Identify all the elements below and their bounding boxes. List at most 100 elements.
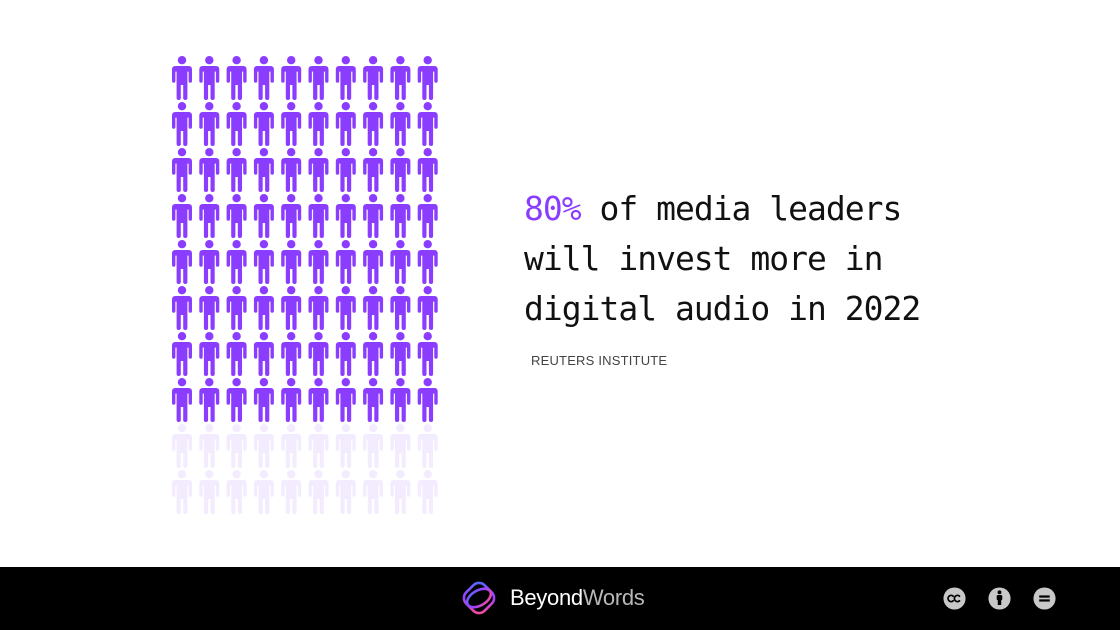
person-icon-highlighted — [308, 286, 329, 330]
person-icon-highlighted — [226, 378, 247, 422]
brand-wordmark: BeyondWords — [510, 585, 645, 611]
person-icon-highlighted — [172, 102, 192, 146]
person-icon-highlighted — [281, 378, 302, 422]
person-icon-highlighted — [417, 240, 438, 284]
attribution-icon[interactable] — [987, 586, 1012, 611]
person-icon-faded — [226, 470, 247, 514]
person-icon-highlighted — [390, 378, 411, 422]
person-icon-highlighted — [363, 332, 384, 376]
person-icon-highlighted — [226, 102, 247, 146]
person-icon-highlighted — [335, 378, 356, 422]
person-icon-highlighted — [335, 102, 356, 146]
pictogram-grid — [172, 56, 438, 514]
person-icon-highlighted — [172, 378, 192, 422]
person-icon-highlighted — [308, 332, 329, 376]
person-icon-faded — [335, 424, 356, 468]
person-icon-highlighted — [281, 286, 302, 330]
person-icon-faded — [199, 470, 220, 514]
person-icon-highlighted — [390, 286, 411, 330]
beyondwords-logo-icon — [462, 581, 496, 615]
person-icon-highlighted — [417, 102, 438, 146]
person-icon-highlighted — [363, 56, 384, 100]
person-icon-highlighted — [199, 194, 220, 238]
person-icon-highlighted — [199, 286, 220, 330]
person-icon-highlighted — [226, 240, 247, 284]
person-icon-highlighted — [172, 286, 192, 330]
person-icon-highlighted — [253, 378, 274, 422]
person-icon-highlighted — [390, 332, 411, 376]
person-icon-highlighted — [226, 332, 247, 376]
person-icon-highlighted — [363, 194, 384, 238]
person-icon-highlighted — [199, 56, 220, 100]
person-icon-highlighted — [281, 56, 302, 100]
person-icon-highlighted — [363, 102, 384, 146]
person-icon-highlighted — [390, 194, 411, 238]
person-icon-highlighted — [308, 378, 329, 422]
person-icon-highlighted — [335, 286, 356, 330]
person-icon-faded — [335, 470, 356, 514]
person-icon-highlighted — [172, 56, 192, 100]
person-icon-highlighted — [308, 56, 329, 100]
person-icon-highlighted — [363, 148, 384, 192]
person-icon-highlighted — [417, 194, 438, 238]
person-icon-faded — [417, 424, 438, 468]
person-icon-highlighted — [417, 332, 438, 376]
person-icon-faded — [363, 470, 384, 514]
person-icon-faded — [253, 470, 274, 514]
person-icon-highlighted — [172, 148, 192, 192]
brand-primary: Beyond — [510, 585, 583, 610]
person-icon-highlighted — [172, 194, 192, 238]
person-icon-highlighted — [199, 148, 220, 192]
person-icon-faded — [172, 470, 192, 514]
person-icon-highlighted — [417, 148, 438, 192]
person-icon-highlighted — [390, 240, 411, 284]
person-icon-highlighted — [226, 56, 247, 100]
no-derivatives-icon[interactable] — [1032, 586, 1057, 611]
person-icon-highlighted — [417, 286, 438, 330]
person-icon-highlighted — [281, 194, 302, 238]
headline-stat: 80% — [524, 189, 582, 228]
person-icon-highlighted — [253, 286, 274, 330]
person-icon-faded — [363, 424, 384, 468]
person-icon-highlighted — [199, 240, 220, 284]
source-label: REUTERS INSTITUTE — [531, 353, 668, 368]
person-icon-highlighted — [281, 240, 302, 284]
headline-text: of media leaders will invest more in dig… — [524, 189, 921, 328]
headline: 80% of media leaders will invest more in… — [524, 184, 964, 334]
person-icon-faded — [281, 470, 302, 514]
person-icon-highlighted — [390, 148, 411, 192]
person-icon-highlighted — [390, 56, 411, 100]
person-icon-faded — [226, 424, 247, 468]
person-icon-faded — [281, 424, 302, 468]
person-icon-highlighted — [281, 148, 302, 192]
brand[interactable]: BeyondWords — [462, 581, 645, 615]
footer-bar: BeyondWords — [0, 567, 1120, 630]
person-icon-highlighted — [172, 240, 192, 284]
person-icon-highlighted — [308, 240, 329, 284]
person-icon-highlighted — [308, 194, 329, 238]
person-icon-faded — [199, 424, 220, 468]
person-icon-highlighted — [335, 240, 356, 284]
person-icon-highlighted — [335, 56, 356, 100]
person-icon-highlighted — [417, 56, 438, 100]
person-icon-faded — [390, 470, 411, 514]
person-icon-highlighted — [308, 102, 329, 146]
person-icon-highlighted — [253, 240, 274, 284]
person-icon-highlighted — [390, 102, 411, 146]
person-icon-highlighted — [172, 332, 192, 376]
person-icon-faded — [417, 470, 438, 514]
person-icon-faded — [308, 424, 329, 468]
person-icon-highlighted — [226, 148, 247, 192]
person-icon-highlighted — [253, 194, 274, 238]
brand-secondary: Words — [582, 585, 645, 610]
person-icon-highlighted — [335, 194, 356, 238]
person-icon-highlighted — [199, 102, 220, 146]
person-icon-highlighted — [199, 332, 220, 376]
person-icon-highlighted — [253, 148, 274, 192]
cc-icon[interactable] — [942, 586, 967, 611]
person-icon-faded — [308, 470, 329, 514]
person-icon-highlighted — [363, 240, 384, 284]
person-icon-faded — [172, 424, 192, 468]
person-icon-highlighted — [308, 148, 329, 192]
person-icon-highlighted — [281, 102, 302, 146]
